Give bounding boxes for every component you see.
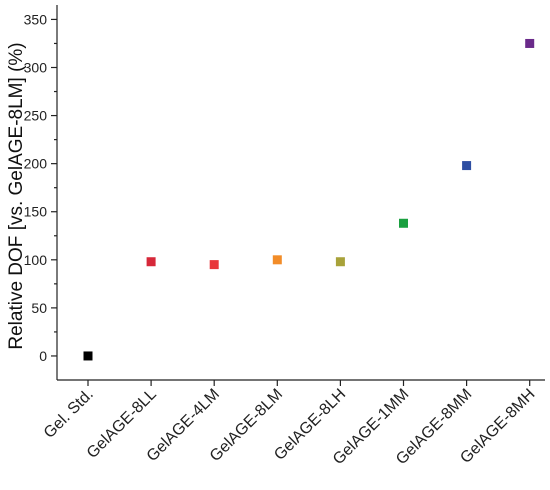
data-point xyxy=(399,218,408,228)
data-point xyxy=(209,260,219,270)
data-point xyxy=(272,255,282,265)
data-points xyxy=(83,38,535,361)
y-tick-label: 250 xyxy=(24,108,48,124)
x-tick-label: Gel. Std. xyxy=(41,386,97,442)
y-tick-label: 50 xyxy=(31,300,47,316)
data-point xyxy=(83,351,93,361)
y-ticks: 0 50 100 150 200 250 300 350 xyxy=(24,11,57,364)
y-tick-label: 300 xyxy=(24,60,48,76)
data-point xyxy=(335,257,345,267)
y-tick-label: 350 xyxy=(24,11,48,27)
data-point xyxy=(525,38,535,48)
y-tick-label: 200 xyxy=(24,156,48,172)
data-point xyxy=(146,257,156,267)
y-axis-title: Relative DOF [vs. GelAGE-8LM] (%) xyxy=(6,42,27,349)
y-tick-label: 0 xyxy=(39,348,47,364)
data-point xyxy=(462,161,472,171)
y-tick-label: 150 xyxy=(24,204,48,220)
y-tick-label: 100 xyxy=(24,252,48,268)
x-ticks: Gel. Std.GelAGE-8LLGelAGE-4LMGelAGE-8LMG… xyxy=(41,380,539,468)
